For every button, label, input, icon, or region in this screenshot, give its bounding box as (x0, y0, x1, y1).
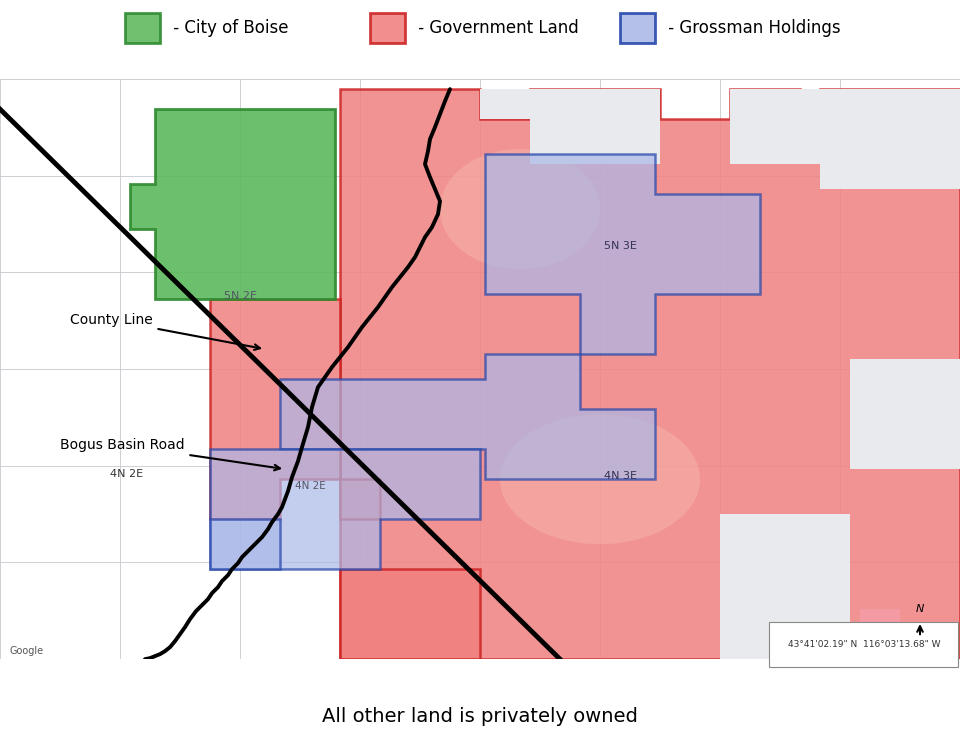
Text: - City of Boise: - City of Boise (168, 19, 289, 37)
FancyBboxPatch shape (370, 13, 405, 43)
Ellipse shape (440, 149, 600, 269)
Text: 4N 2E: 4N 2E (110, 469, 143, 479)
Text: 5N 2E: 5N 2E (224, 291, 256, 301)
Text: - Grossman Holdings: - Grossman Holdings (663, 19, 841, 37)
Polygon shape (280, 354, 655, 479)
Polygon shape (210, 299, 340, 519)
Polygon shape (850, 359, 960, 469)
Polygon shape (210, 449, 480, 569)
Text: Google: Google (10, 646, 44, 656)
Polygon shape (485, 154, 760, 354)
Polygon shape (340, 89, 960, 659)
Polygon shape (210, 519, 280, 569)
FancyBboxPatch shape (125, 13, 160, 43)
Polygon shape (340, 569, 480, 659)
Text: 4N 3E: 4N 3E (604, 471, 636, 481)
Polygon shape (820, 89, 960, 189)
Text: All other land is privately owned: All other land is privately owned (322, 706, 638, 726)
FancyBboxPatch shape (620, 13, 655, 43)
Polygon shape (340, 479, 380, 519)
Text: - Government Land: - Government Land (413, 19, 579, 37)
Text: N: N (916, 604, 924, 614)
Polygon shape (130, 109, 335, 299)
Text: County Line: County Line (70, 313, 260, 350)
Ellipse shape (500, 414, 700, 544)
Text: Bogus Basin Road: Bogus Basin Road (60, 438, 280, 470)
Polygon shape (720, 514, 850, 659)
Polygon shape (860, 609, 900, 649)
Text: 5N 3E: 5N 3E (604, 241, 636, 251)
Polygon shape (730, 89, 820, 164)
Text: 43°41'02.19" N  116°03'13.68" W: 43°41'02.19" N 116°03'13.68" W (787, 640, 940, 649)
Text: 4N 2E: 4N 2E (295, 481, 325, 491)
Polygon shape (480, 89, 660, 164)
